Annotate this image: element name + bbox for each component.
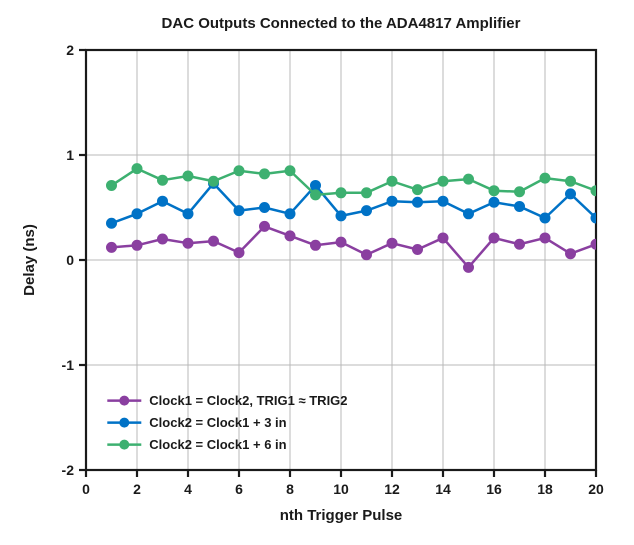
y-tick-label: 1: [66, 147, 74, 163]
series-marker: [107, 242, 117, 252]
y-tick-label: 2: [66, 42, 74, 58]
x-tick-label: 4: [184, 481, 192, 497]
series-marker: [234, 166, 244, 176]
series-marker: [285, 166, 295, 176]
legend-label: Clock2 = Clock1 + 6 in: [149, 437, 286, 452]
series-marker: [464, 209, 474, 219]
x-tick-label: 6: [235, 481, 243, 497]
series-marker: [285, 231, 295, 241]
series-marker: [311, 180, 321, 190]
series-marker: [183, 171, 193, 181]
legend-swatch-marker: [119, 440, 129, 450]
x-axis-label: nth Trigger Pulse: [280, 507, 403, 524]
series-marker: [362, 206, 372, 216]
y-tick-label: 0: [66, 252, 74, 268]
series-marker: [566, 249, 576, 259]
legend-swatch-marker: [119, 396, 129, 406]
series-marker: [540, 173, 550, 183]
series-marker: [515, 239, 525, 249]
series-marker: [260, 203, 270, 213]
chart-title: DAC Outputs Connected to the ADA4817 Amp…: [162, 15, 521, 32]
series-marker: [515, 201, 525, 211]
series-marker: [489, 186, 499, 196]
series-marker: [158, 196, 168, 206]
series-marker: [387, 238, 397, 248]
series-marker: [438, 233, 448, 243]
series-marker: [413, 197, 423, 207]
series-marker: [311, 190, 321, 200]
series-marker: [336, 237, 346, 247]
series-marker: [260, 169, 270, 179]
series-marker: [107, 218, 117, 228]
legend-label: Clock1 = Clock2, TRIG1 ≈ TRIG2: [149, 393, 347, 408]
series-marker: [285, 209, 295, 219]
series-marker: [362, 250, 372, 260]
series-marker: [413, 185, 423, 195]
x-tick-label: 18: [537, 481, 553, 497]
series-marker: [209, 236, 219, 246]
chart-svg: 02468101214161820-2-1012DAC Outputs Conn…: [0, 0, 634, 545]
series-marker: [260, 221, 270, 231]
series-marker: [132, 164, 142, 174]
x-tick-label: 14: [435, 481, 451, 497]
series-marker: [336, 211, 346, 221]
x-tick-label: 12: [384, 481, 400, 497]
series-marker: [438, 196, 448, 206]
series-marker: [234, 248, 244, 258]
series-marker: [107, 180, 117, 190]
series-marker: [489, 233, 499, 243]
x-tick-label: 10: [333, 481, 349, 497]
series-marker: [387, 196, 397, 206]
series-marker: [132, 209, 142, 219]
series-marker: [158, 175, 168, 185]
legend-swatch-marker: [119, 418, 129, 428]
series-marker: [438, 176, 448, 186]
series-marker: [362, 188, 372, 198]
series-marker: [566, 189, 576, 199]
x-tick-label: 0: [82, 481, 90, 497]
y-tick-label: -1: [62, 357, 75, 373]
series-marker: [566, 176, 576, 186]
series-marker: [489, 197, 499, 207]
series-marker: [336, 188, 346, 198]
series-marker: [234, 206, 244, 216]
series-marker: [183, 238, 193, 248]
series-marker: [311, 240, 321, 250]
series-marker: [183, 209, 193, 219]
x-tick-label: 2: [133, 481, 141, 497]
series-marker: [158, 234, 168, 244]
chart-container: 02468101214161820-2-1012DAC Outputs Conn…: [0, 0, 634, 545]
x-tick-label: 8: [286, 481, 294, 497]
series-marker: [464, 174, 474, 184]
y-tick-label: -2: [62, 462, 75, 478]
x-tick-label: 20: [588, 481, 604, 497]
legend-label: Clock2 = Clock1 + 3 in: [149, 415, 286, 430]
series-marker: [540, 213, 550, 223]
x-tick-label: 16: [486, 481, 502, 497]
series-marker: [540, 233, 550, 243]
y-axis-label: Delay (ns): [21, 224, 38, 296]
series-marker: [464, 262, 474, 272]
series-marker: [132, 240, 142, 250]
series-marker: [413, 245, 423, 255]
series-marker: [387, 176, 397, 186]
series-marker: [515, 187, 525, 197]
series-marker: [209, 176, 219, 186]
